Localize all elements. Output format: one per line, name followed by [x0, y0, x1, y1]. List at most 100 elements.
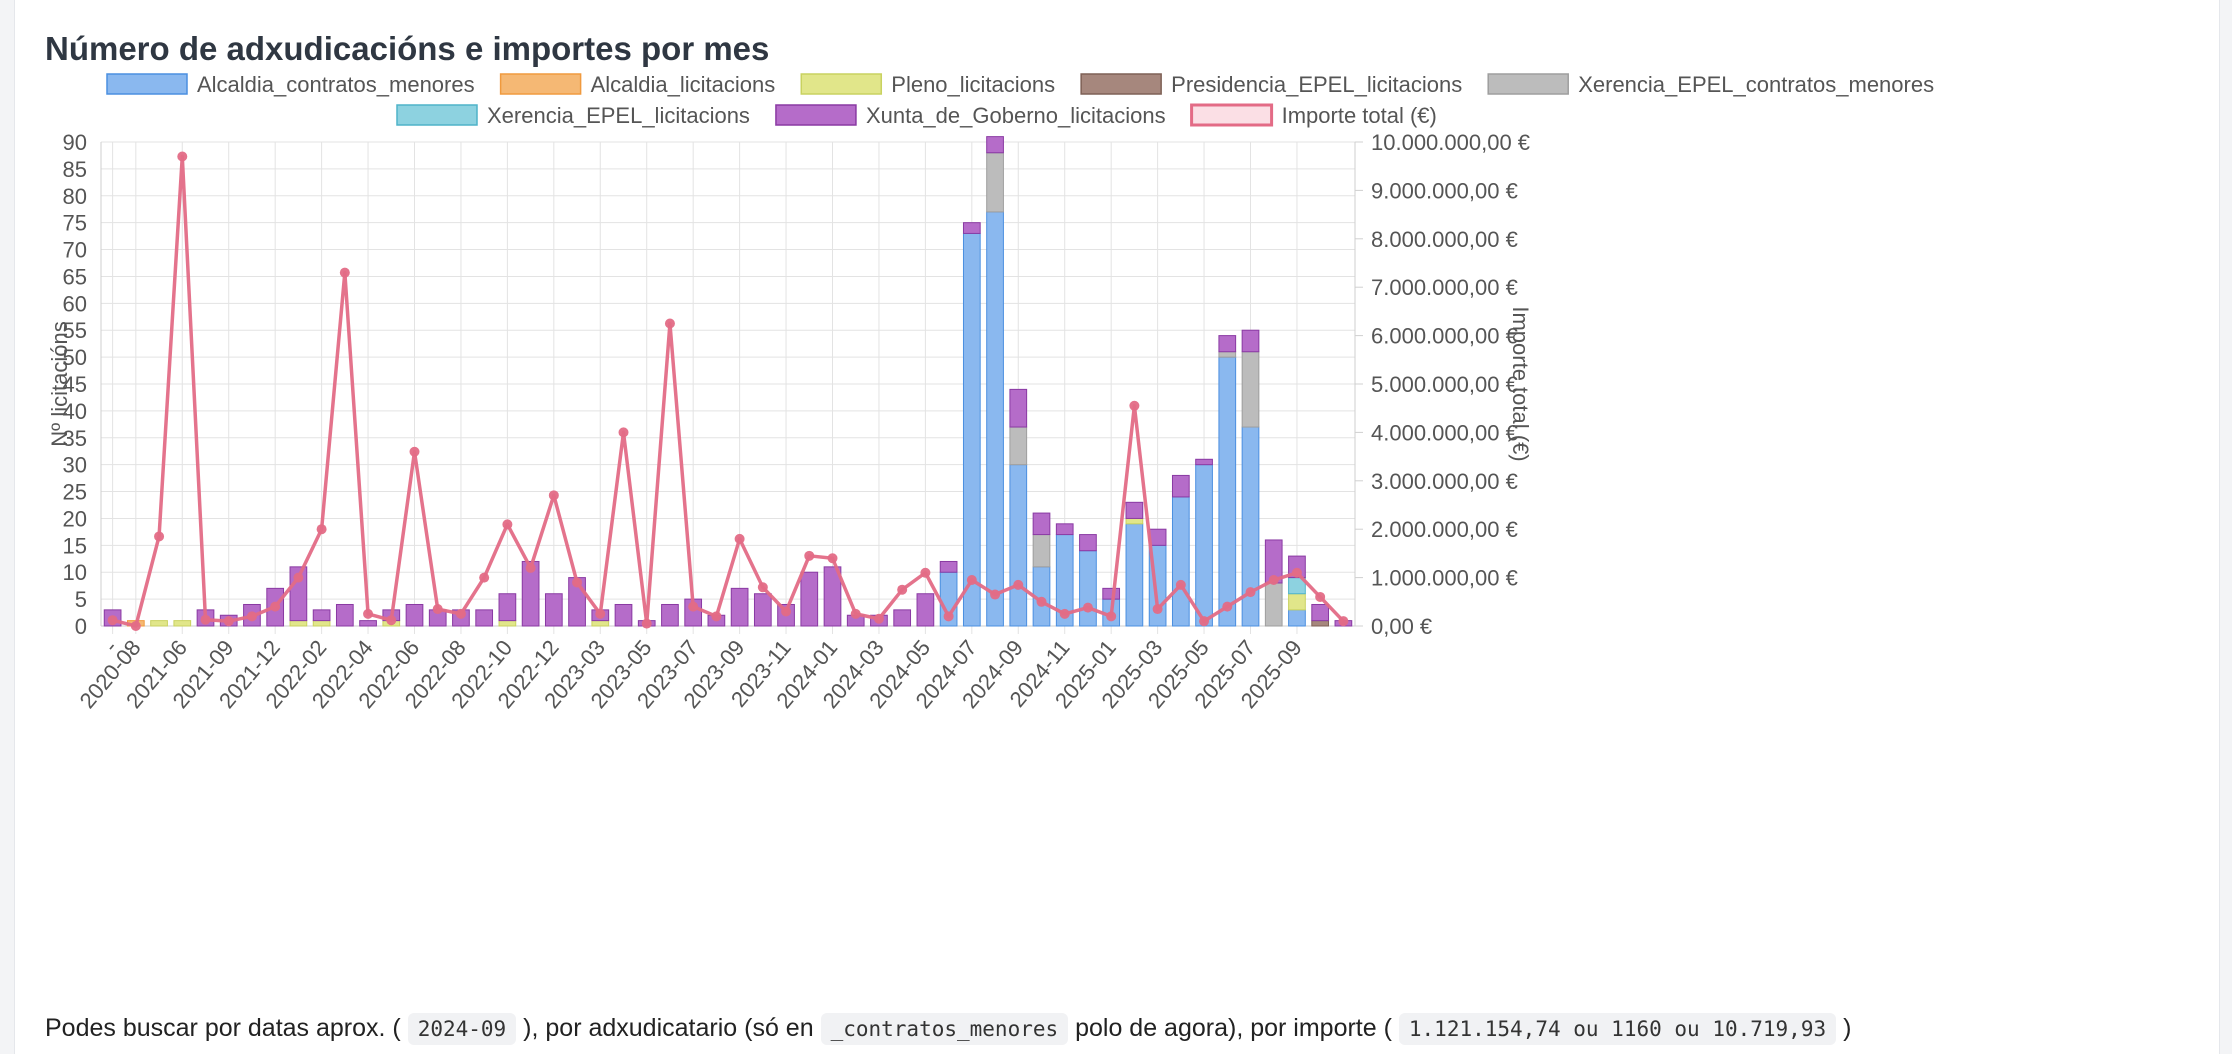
y2-axis-title: Importe total (€) [1508, 306, 1533, 461]
bar-segment [1125, 517, 1144, 525]
legend-swatch [1487, 73, 1569, 95]
bar-segment [150, 620, 168, 627]
importe-point [479, 572, 490, 583]
importe-point [130, 621, 141, 631]
importe-point [1245, 587, 1256, 598]
importe-point [455, 608, 466, 619]
bar-segment [1195, 464, 1213, 627]
importe-point [1129, 400, 1140, 411]
hint-text-4: ) [1843, 1014, 1852, 1042]
y2-tick-label: 2.000.000,00 € [1371, 517, 1518, 542]
importe-point [1013, 579, 1024, 590]
y-tick-label: 30 [63, 453, 87, 478]
y-tick-label: 55 [63, 318, 87, 343]
legend-swatch [396, 104, 478, 126]
bar-segment [753, 593, 772, 627]
y2-tick-label: 8.000.000,00 € [1371, 227, 1518, 252]
importe-point [664, 318, 675, 329]
importe-point [618, 427, 629, 438]
importe-point [339, 267, 350, 278]
y-axis-title: Nº licitacións [47, 321, 72, 446]
importe-point [409, 446, 420, 457]
bar-segment [1288, 593, 1306, 611]
bar-segment [823, 566, 842, 627]
hint-text-2: ), por adxudicatario (só en [523, 1014, 814, 1042]
importe-point [641, 618, 652, 629]
y-tick-label: 35 [63, 426, 87, 451]
legend-label: Xerencia_EPEL_contratos_menores [1578, 72, 1934, 97]
bar-segment [1241, 329, 1260, 353]
y-tick-label: 80 [63, 184, 87, 209]
importe-point [107, 615, 118, 626]
bar-segment [730, 587, 749, 627]
importe-point [363, 608, 374, 619]
importe-point [1082, 602, 1093, 613]
y2-tick-label: 9.000.000,00 € [1371, 178, 1518, 203]
y-tick-label: 85 [63, 157, 87, 182]
bar-segment [1055, 523, 1074, 536]
importe-point [1036, 596, 1047, 607]
bar-segment [962, 232, 981, 627]
bar-segment [916, 593, 935, 627]
bar-segment [1218, 335, 1237, 353]
importe-point [1268, 575, 1279, 586]
importe-point [850, 608, 861, 619]
legend-swatch [1080, 73, 1162, 95]
importe-point [920, 567, 931, 578]
y2-tick-label: 6.000.000,00 € [1371, 324, 1518, 349]
legend-swatch [499, 73, 582, 95]
importe-point [1291, 567, 1302, 578]
bar-segment [986, 211, 1004, 627]
hint-text-1: Podes buscar por datas aprox. ( [45, 1014, 401, 1042]
bar-segment [1171, 496, 1190, 627]
bar-segment [289, 620, 308, 627]
importe-point [804, 550, 815, 561]
bar-segment [498, 620, 517, 627]
importe-point [781, 606, 792, 617]
legend-swatch [775, 104, 857, 126]
y-tick-label: 90 [63, 130, 87, 155]
importe-point [572, 577, 583, 588]
bar-segment [1125, 501, 1144, 519]
bar-segment [1311, 603, 1330, 622]
bar-segment [962, 222, 981, 234]
bar-segment [1102, 587, 1121, 600]
bar-segment [1264, 582, 1283, 627]
bar-segment [800, 571, 819, 627]
y2-tick-label: 5.000.000,00 € [1371, 372, 1518, 397]
importe-point [177, 151, 188, 162]
bar-segment [521, 560, 540, 627]
importe-point [525, 562, 536, 573]
search-hint: Podes buscar por datas aprox. ( 2024-09 … [45, 1013, 1852, 1045]
y-tick-label: 70 [63, 238, 87, 263]
legend-swatch [106, 73, 188, 95]
legend: Alcaldia_contratos_menores Alcaldia_licit… [106, 72, 1934, 128]
bars [103, 136, 1353, 627]
bar-segment [1195, 458, 1213, 466]
y-tick-label: 15 [63, 533, 87, 558]
bar-segment [1171, 474, 1190, 498]
bar-segment [498, 593, 517, 622]
legend-label: Xunta_de_Goberno_licitacions [866, 103, 1166, 128]
y-tick-label: 0 [75, 614, 87, 639]
bar-segment [359, 620, 377, 627]
importe-point [943, 611, 954, 622]
hint-code-importe: 1.121.154,74 ou 1160 ou 10.719,93 [1398, 1013, 1837, 1045]
bar-segment [544, 593, 563, 627]
importe-point [1152, 604, 1163, 615]
bar-segment [986, 136, 1004, 154]
importe-point [154, 531, 165, 542]
bar-segment [614, 603, 633, 627]
hint-code-adxudicatario: _contratos_menores [820, 1013, 1069, 1045]
y-tick-label: 45 [63, 372, 87, 397]
y-tick-label: 25 [63, 480, 87, 505]
bar-segment [312, 620, 331, 627]
bar-segment [986, 152, 1004, 213]
importe-point [1222, 601, 1233, 612]
importe-point [757, 582, 768, 593]
hint-code-date: 2024-09 [407, 1013, 517, 1045]
y-tick-label: 10 [63, 560, 87, 585]
importe-point [200, 614, 211, 625]
y-tick-label: 65 [63, 264, 87, 289]
